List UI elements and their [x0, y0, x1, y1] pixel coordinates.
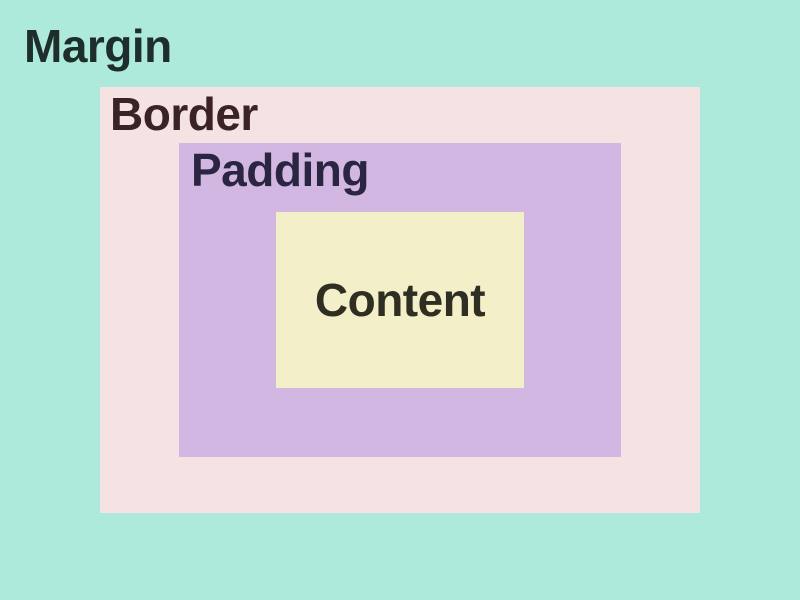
border-label: Border	[110, 88, 258, 140]
content-label: Content	[314, 274, 486, 326]
content-box: Content	[276, 212, 524, 388]
margin-label: Margin	[24, 20, 172, 72]
padding-label: Padding	[191, 144, 369, 196]
